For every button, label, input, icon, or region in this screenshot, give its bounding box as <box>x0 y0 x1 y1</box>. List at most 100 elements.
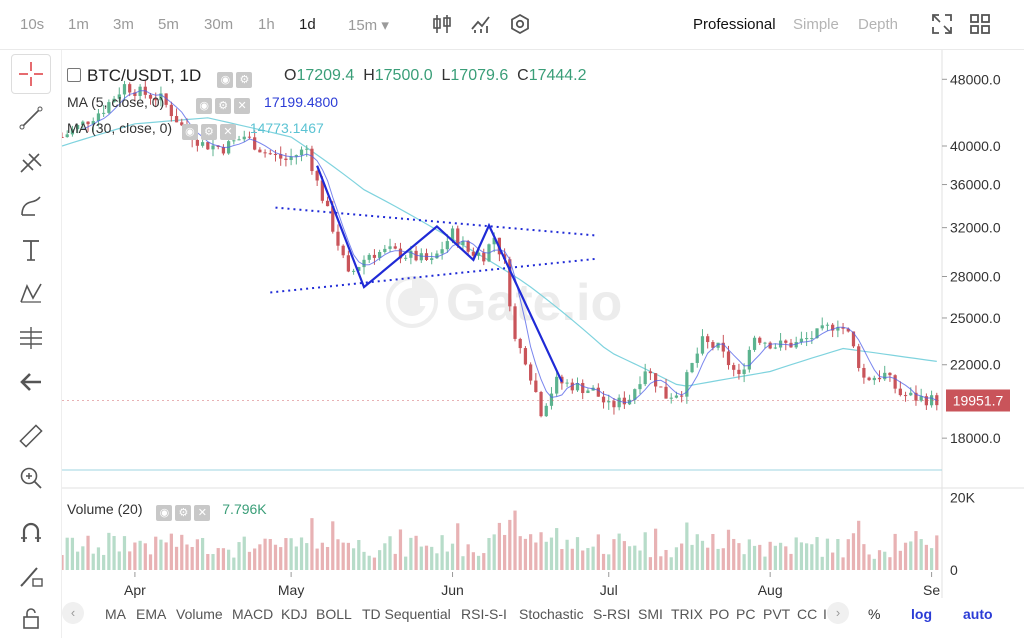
volume-bar <box>471 552 475 570</box>
timeframe-1d[interactable]: 1d <box>299 16 316 33</box>
volume-bar <box>742 554 746 570</box>
indicator-td-sequential[interactable]: TD Sequential <box>362 606 451 622</box>
magnet-icon[interactable] <box>11 512 51 552</box>
gear-icon[interactable]: ⚙ <box>200 124 217 140</box>
candlestick-icon[interactable] <box>430 12 454 36</box>
ruler-icon[interactable] <box>11 416 51 456</box>
volume-bar <box>820 556 824 570</box>
eye-icon[interactable]: ◉ <box>196 98 213 114</box>
indicator-pvt[interactable]: PVT <box>763 606 791 622</box>
gear-icon[interactable]: ⚙ <box>236 72 253 88</box>
scroll-right-button[interactable]: › <box>827 602 849 624</box>
eye-icon[interactable]: ◉ <box>181 124 198 140</box>
mode-professional[interactable]: Professional <box>693 16 776 33</box>
indicator-ema[interactable]: EMA <box>136 606 167 622</box>
candle-body <box>91 121 95 125</box>
candle-body <box>174 116 179 123</box>
volume-bar <box>154 536 158 570</box>
indicator-po[interactable]: PO <box>709 606 730 622</box>
crosshair-icon[interactable] <box>11 54 51 94</box>
eye-icon[interactable]: ◉ <box>217 72 234 88</box>
indicator-volume[interactable]: Volume <box>176 606 223 622</box>
measure-icon[interactable] <box>11 318 51 358</box>
trendline-icon[interactable] <box>11 98 51 138</box>
candle-body <box>893 375 897 389</box>
gear-icon[interactable]: ⚙ <box>215 98 232 114</box>
volume-bar <box>174 546 179 570</box>
timeframe-30m[interactable]: 30m <box>204 16 234 33</box>
indicator-trix[interactable]: TRIX <box>671 606 703 622</box>
auto-scale-toggle[interactable]: auto <box>963 606 993 622</box>
fullscreen-icon[interactable] <box>930 12 954 36</box>
candle-body <box>648 371 653 374</box>
candle-body <box>737 369 741 375</box>
volume-bar <box>497 522 502 570</box>
back-arrow-icon[interactable] <box>11 362 51 402</box>
volume-tick-label: 0 <box>950 562 958 578</box>
collapse-icon[interactable] <box>67 68 81 82</box>
text-icon[interactable] <box>11 230 51 270</box>
x-tick-label: Aug <box>758 582 783 598</box>
pencil-lock-icon[interactable] <box>11 556 51 596</box>
candle-body <box>122 84 127 95</box>
candle-body <box>315 171 319 181</box>
close-icon[interactable]: ✕ <box>234 98 251 114</box>
indicator-icon[interactable] <box>469 12 493 36</box>
zoom-in-icon[interactable] <box>11 458 51 498</box>
candle-body <box>617 397 621 408</box>
timeframe-15m-dropdown[interactable]: 15m ▾ <box>348 16 389 34</box>
indicator-ma[interactable]: MA <box>105 606 126 622</box>
percent-scale-toggle[interactable]: % <box>868 606 881 622</box>
candle-body <box>523 348 528 365</box>
volume-bar <box>440 535 444 570</box>
mode-depth[interactable]: Depth <box>858 16 899 33</box>
triangle-lower-line <box>270 257 599 294</box>
brush-icon[interactable] <box>11 186 51 226</box>
lock-icon[interactable] <box>11 598 51 638</box>
close-icon[interactable]: ✕ <box>219 124 236 140</box>
volume-bar <box>508 519 512 570</box>
candle-body <box>513 306 517 339</box>
log-scale-toggle[interactable]: log <box>911 606 932 622</box>
candle-body <box>341 245 345 256</box>
volume-bar <box>695 534 699 570</box>
timeframe-10s[interactable]: 10s <box>20 16 45 33</box>
volume-bar <box>732 538 736 570</box>
mode-simple[interactable]: Simple <box>793 16 839 33</box>
timeframe-1m[interactable]: 1m <box>68 16 89 33</box>
volume-bar <box>169 533 173 570</box>
indicator-smi[interactable]: SMI <box>638 606 663 622</box>
indicator-rsi-s-i[interactable]: RSI-S-I <box>461 606 507 622</box>
timeframe-1h[interactable]: 1h <box>258 16 275 33</box>
close-icon[interactable]: ✕ <box>194 505 211 521</box>
volume-bar <box>653 528 658 570</box>
fib-icon[interactable] <box>11 142 51 182</box>
volume-bar <box>903 542 908 570</box>
indicator-macd[interactable]: MACD <box>232 606 274 622</box>
indicator-cc[interactable]: CC <box>797 606 818 622</box>
drawings-layer[interactable] <box>270 165 599 383</box>
layout-grid-icon[interactable] <box>968 12 992 36</box>
indicator-stochastic[interactable]: Stochastic <box>519 606 584 622</box>
volume-bar <box>180 534 184 570</box>
candle-body <box>450 228 455 242</box>
gear-icon[interactable]: ⚙ <box>175 505 192 521</box>
indicator-boll[interactable]: BOLL <box>316 606 352 622</box>
indicator-more[interactable]: I <box>823 606 827 622</box>
settings-icon[interactable] <box>508 12 532 36</box>
timeframe-3m[interactable]: 3m <box>113 16 134 33</box>
scroll-left-button[interactable]: ‹ <box>62 602 84 624</box>
candle-body <box>456 228 460 246</box>
candle-body <box>232 140 236 142</box>
indicator-pc[interactable]: PC <box>736 606 756 622</box>
eye-icon[interactable]: ◉ <box>156 505 173 521</box>
volume-bar <box>529 534 533 570</box>
indicator-kdj[interactable]: KDJ <box>281 606 308 622</box>
timeframe-5m[interactable]: 5m <box>158 16 179 33</box>
volume-bar <box>253 548 257 570</box>
candle-body <box>419 253 423 261</box>
indicator-s-rsi[interactable]: S-RSI <box>593 606 631 622</box>
candles-layer <box>62 80 939 418</box>
pattern-icon[interactable] <box>11 274 51 314</box>
price-chart[interactable]: Gate.io 48000.0 40000.0 36000.0 32000.0 2800… <box>62 50 1024 598</box>
